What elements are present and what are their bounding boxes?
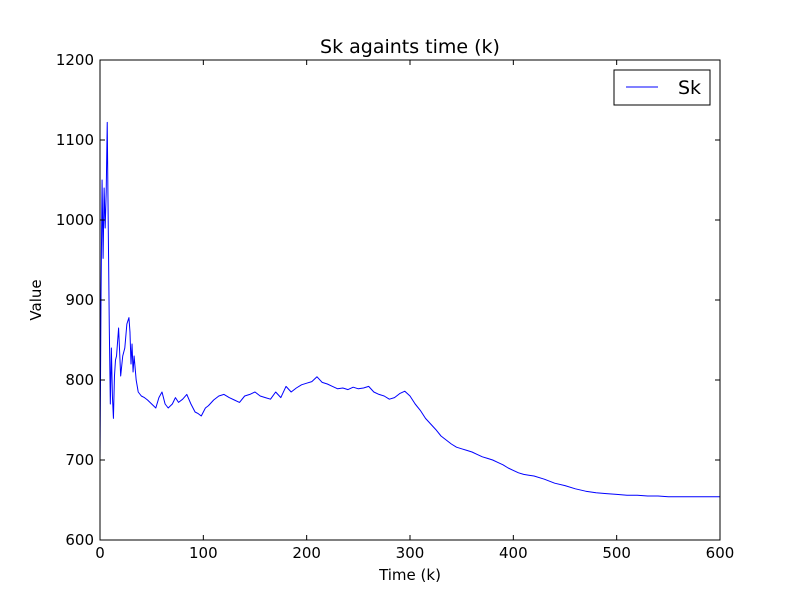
ticks-layer: 0 100 200 300 400 500 600 600 700 800 900 1000 1100 1… [56, 51, 735, 562]
legend: Sk [613, 69, 711, 106]
x-tick-label: 100 [189, 544, 218, 562]
x-tick-label: 200 [292, 544, 321, 562]
y-tick-label: 800 [65, 371, 94, 389]
series-layer [99, 121, 720, 498]
plot-frame [99, 59, 721, 541]
plot-area [100, 60, 720, 540]
legend-label-sk: Sk [678, 77, 701, 99]
series-line-sk [99, 121, 720, 498]
y-tick-label: 1200 [56, 51, 94, 69]
x-tick-label: 400 [499, 544, 528, 562]
y-tick-label: 1000 [56, 211, 94, 229]
y-tick-label: 1100 [56, 131, 94, 149]
x-tick-label: 300 [396, 544, 425, 562]
x-axis-label: Time (k) [378, 566, 441, 584]
y-tick-label: 900 [65, 291, 94, 309]
x-tick-label: 600 [706, 544, 735, 562]
y-axis-label: Value [27, 279, 45, 320]
y-tick-label: 700 [65, 451, 94, 469]
y-tick-label: 600 [65, 531, 94, 549]
x-tick-label: 0 [95, 544, 105, 562]
chart-title: Sk againts time (k) [320, 36, 500, 58]
x-tick-label: 500 [602, 544, 631, 562]
